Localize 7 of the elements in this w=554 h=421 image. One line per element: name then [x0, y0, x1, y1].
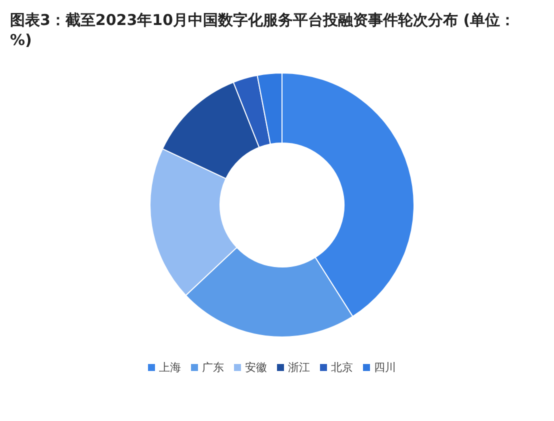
- legend-label: 上海: [159, 361, 181, 374]
- chart-title: 图表3：截至2023年10月中国数字化服务平台投融资事件轮次分布 (单位：%): [9, 10, 516, 50]
- legend-label: 广东: [202, 361, 224, 374]
- legend-label: 北京: [331, 361, 353, 374]
- legend-label: 四川: [374, 361, 396, 374]
- legend-label: 浙江: [288, 361, 310, 374]
- legend-label: 安徽: [245, 361, 267, 374]
